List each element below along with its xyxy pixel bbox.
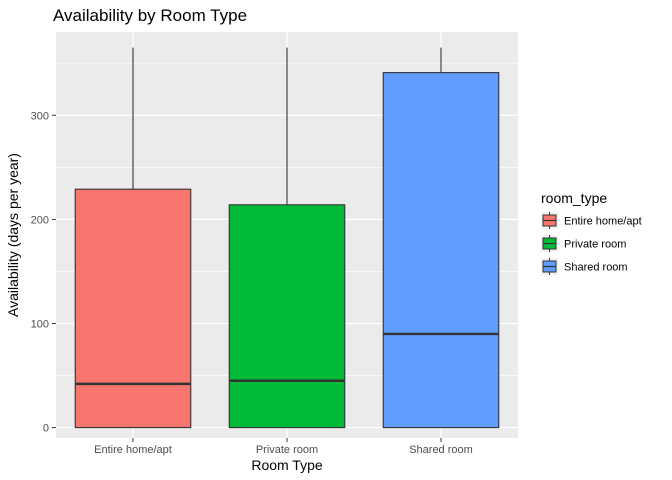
x-axis: Entire home/apt Private room Shared room [94, 438, 473, 456]
y-axis: 0 100 200 300 [31, 110, 56, 435]
legend-label: Shared room [564, 262, 628, 274]
box-group [74, 47, 192, 429]
legend: room_type Entire home/apt Private room Sha… [541, 190, 642, 275]
x-tick-label: Entire home/apt [94, 444, 172, 456]
y-tick-label: 300 [31, 110, 49, 122]
x-tick-label: Private room [256, 444, 318, 456]
legend-label: Entire home/apt [564, 216, 642, 228]
boxes-layer [74, 47, 500, 429]
box-group [382, 47, 500, 429]
legend-label: Private room [564, 239, 626, 251]
box-group [228, 47, 346, 429]
chart-title: Availability by Room Type [53, 6, 247, 25]
legend-title: room_type [541, 190, 607, 206]
y-tick-label: 100 [31, 318, 49, 330]
box-rect [382, 72, 500, 429]
y-tick-label: 0 [43, 423, 49, 435]
legend-item: Private room [541, 235, 626, 252]
y-axis-title: Availability (days per year) [5, 153, 21, 317]
y-tick-label: 200 [31, 214, 49, 226]
x-tick-label: Shared room [409, 444, 473, 456]
x-axis-title: Room Type [251, 457, 323, 473]
box-rect [74, 188, 192, 429]
legend-item: Shared room [541, 258, 628, 275]
legend-item: Entire home/apt [541, 212, 642, 229]
box-rect [228, 204, 346, 429]
